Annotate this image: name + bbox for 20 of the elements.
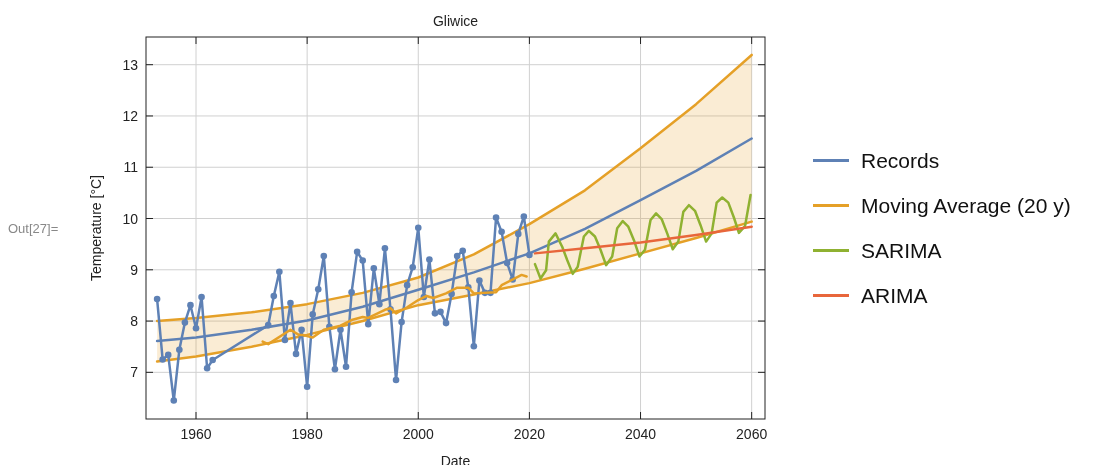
y-tick-label: 12 [122, 107, 139, 124]
legend-label: Records [861, 148, 940, 172]
x-tick-label: 1980 [291, 426, 323, 442]
x-tick-label: 2020 [513, 426, 546, 442]
x-tick-label: 2000 [402, 426, 435, 442]
x-tick-label: 2040 [624, 426, 657, 442]
chart-title: Gliwice [432, 13, 479, 29]
y-tick-label: 13 [122, 56, 139, 73]
y-tick-label: 10 [122, 210, 139, 227]
legend-label: SARIMA [861, 238, 942, 262]
legend-label: ARIMA [861, 283, 928, 307]
text: Out[27]= [8, 221, 59, 236]
y-tick-label: 9 [130, 261, 139, 278]
x-tick-label: 1960 [180, 426, 212, 442]
y-tick-label: 8 [130, 313, 139, 330]
y-axis-title: Temperature [°C] [88, 175, 104, 281]
y-tick-label: 11 [123, 159, 139, 176]
x-tick-label: 2060 [736, 426, 768, 442]
y-tick-label: 7 [130, 364, 139, 381]
legend-label: Moving Average (20 y) [861, 193, 1071, 217]
